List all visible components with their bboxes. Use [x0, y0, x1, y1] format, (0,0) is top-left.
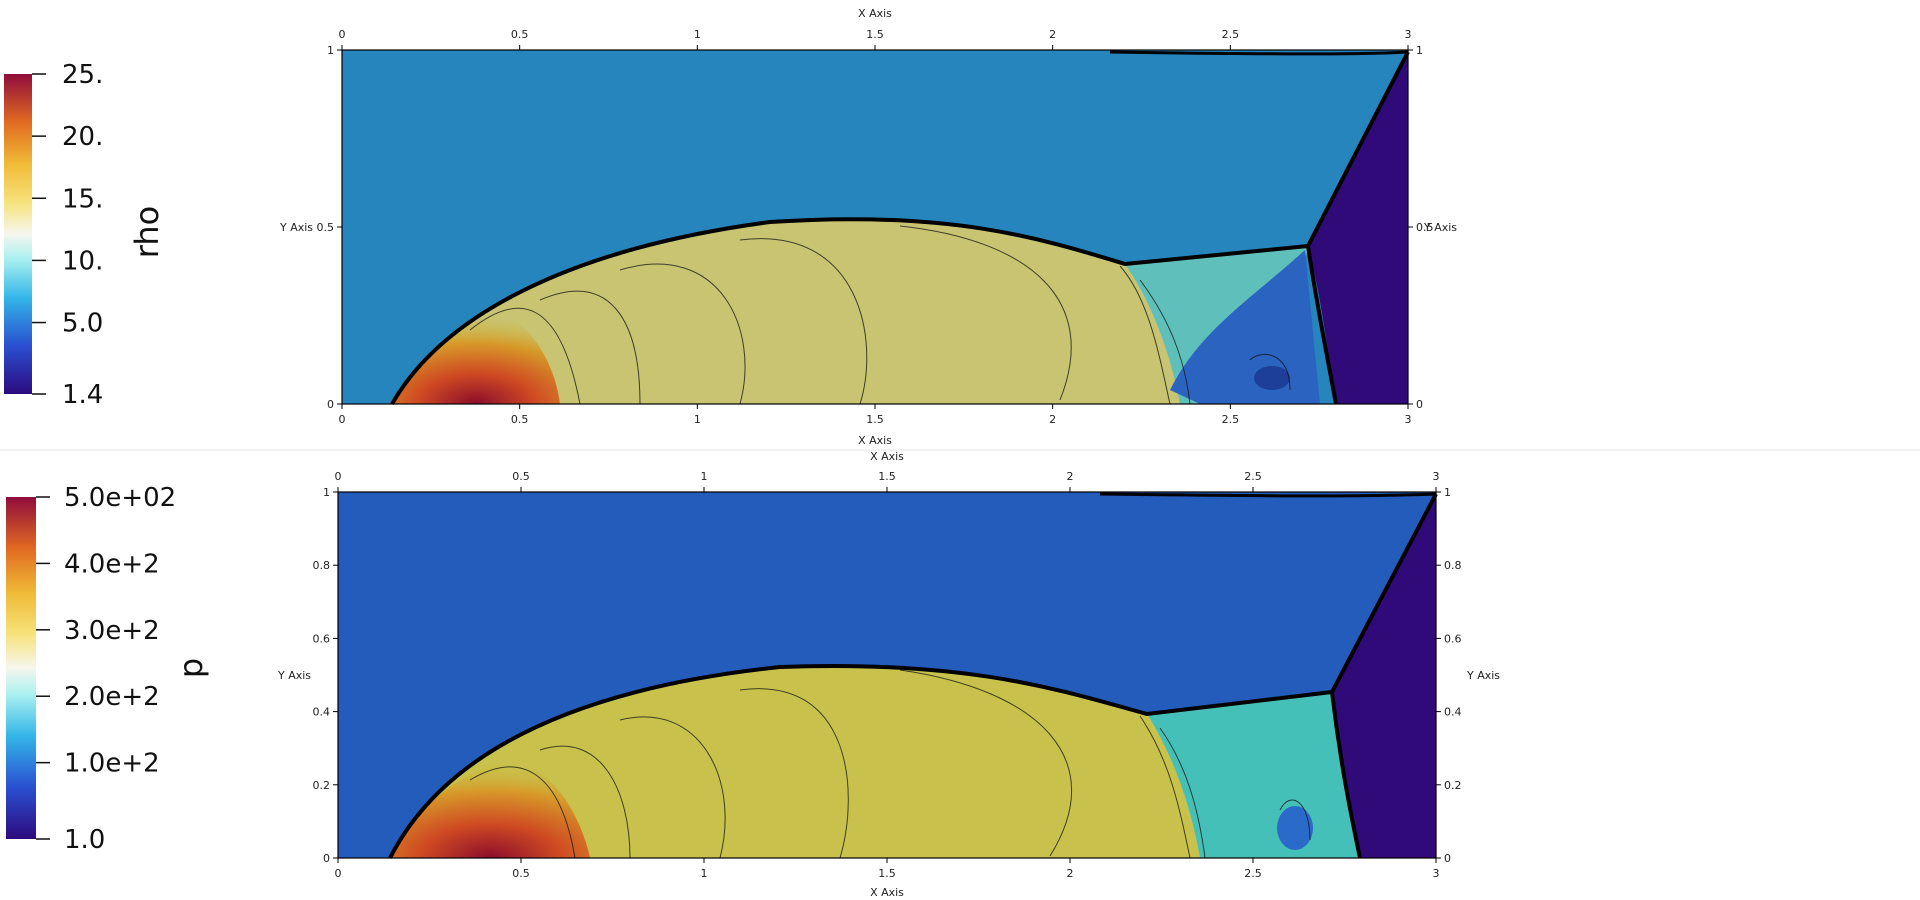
- p-x-tick-label: 2: [1067, 470, 1074, 483]
- rho-vortex-pocket: [1170, 250, 1320, 404]
- rho-shocked-layer: [392, 219, 1200, 404]
- rho-x-axis-label-top: X Axis: [858, 7, 892, 20]
- p-high-pressure-core: [390, 761, 590, 858]
- p-x-tick-label: 1: [701, 867, 708, 880]
- rho-colorbar-tick-label: 20.: [62, 122, 103, 152]
- rho-x-tick-label: 3: [1405, 28, 1412, 41]
- rho-y-tick-label: 0: [327, 398, 334, 411]
- rho-panel: 25. 20. 15. 10. 5.0 1.4 rho: [4, 7, 1457, 447]
- rho-low-density-spot: [1254, 366, 1290, 390]
- p-x-tick-label: 0.5: [512, 867, 530, 880]
- rho-x-tick-label: 2.5: [1222, 413, 1240, 426]
- p-x-axis-label-top: X Axis: [870, 450, 904, 463]
- p-y-tick-label: 0.2: [313, 779, 331, 792]
- p-x-tick-label: 1.5: [878, 470, 896, 483]
- rho-colorbar: 25. 20. 15. 10. 5.0 1.4 rho: [4, 60, 166, 410]
- rho-mach-stem: [1306, 245, 1338, 405]
- rho-x-tick-label: 0: [339, 28, 346, 41]
- rho-colorbar-tick-label: 5.0: [62, 309, 103, 339]
- p-axes: X Axis X Axis Y Axis Y Axis 000.50.5111.…: [277, 450, 1500, 899]
- rho-y-axis-label-right: Y Axis: [1423, 221, 1457, 234]
- p-colorbar-ticks: 5.0e+02 4.0e+2 3.0e+2 2.0e+2 1.0e+2 1.0: [36, 483, 176, 855]
- p-y-tick-label: 0.8: [313, 559, 331, 572]
- p-post-shock-region: [1332, 494, 1436, 858]
- p-colorbar-tick-label: 2.0e+2: [64, 682, 160, 712]
- p-y-tick-label-right: 0.8: [1444, 559, 1462, 572]
- p-mach-stem: [1330, 691, 1362, 859]
- rho-colorbar-title: rho: [128, 206, 166, 258]
- p-colorbar-tick-label: 3.0e+2: [64, 616, 160, 646]
- rho-colorbar-tick-label: 10.: [62, 246, 103, 276]
- rho-contours: [469, 225, 1291, 405]
- rho-x-tick-label: 1: [694, 28, 701, 41]
- p-y-tick-label-right: 0.4: [1444, 706, 1462, 719]
- p-x-tick-label: 1.5: [878, 867, 896, 880]
- p-colorbar-tick-label: 4.0e+2: [64, 549, 160, 579]
- rho-x-tick-label: 3: [1405, 413, 1412, 426]
- p-colorbar: 5.0e+02 4.0e+2 3.0e+2 2.0e+2 1.0e+2 1.0 p: [6, 483, 210, 855]
- rho-y-tick-label: 0.5: [317, 221, 335, 234]
- rho-top-wall-shock: [1109, 50, 1409, 56]
- rho-x-tick-label: 0: [339, 413, 346, 426]
- p-colorbar-bar: [6, 497, 36, 839]
- rho-y-axis-label-left: Y Axis: [279, 221, 313, 234]
- rho-x-tick-label: 2: [1049, 413, 1056, 426]
- rho-y-tick-label-right: 0.5: [1416, 221, 1434, 234]
- rho-plot-area: [341, 49, 1410, 405]
- p-x-tick-label: 0.5: [512, 470, 530, 483]
- rho-colorbar-tick-label: 15.: [62, 184, 103, 214]
- rho-colorbar-tick-label: 25.: [62, 60, 103, 90]
- p-x-axis-label-bottom: X Axis: [870, 886, 904, 899]
- rho-y-tick-label: 1: [327, 44, 334, 57]
- p-x-tick-label: 2: [1067, 867, 1074, 880]
- rho-x-tick-label: 1.5: [866, 28, 884, 41]
- rho-x-tick-label: 1.5: [866, 413, 884, 426]
- p-x-tick-label: 2.5: [1244, 867, 1262, 880]
- p-x-tick-label: 3: [1433, 470, 1440, 483]
- rho-post-shock-region: [1308, 50, 1408, 404]
- rho-colorbar-ticks: 25. 20. 15. 10. 5.0 1.4: [32, 60, 103, 410]
- rho-bow-shock: [390, 51, 1410, 405]
- p-y-tick-label: 1: [323, 486, 330, 499]
- rho-x-tick-label: 0.5: [511, 413, 529, 426]
- p-panel: 5.0e+02 4.0e+2 3.0e+2 2.0e+2 1.0e+2 1.0 p: [6, 450, 1500, 899]
- p-colorbar-tick-label: 5.0e+02: [64, 483, 176, 513]
- p-y-tick-label-right: 0.6: [1444, 632, 1462, 645]
- p-low-pressure-spot: [1277, 806, 1313, 850]
- p-y-axis-label-right: Y Axis: [1466, 669, 1500, 682]
- rho-axes: X Axis X Axis Y Axis Y Axis 000.50.5111.…: [279, 7, 1457, 447]
- p-x-tick-label: 3: [1433, 867, 1440, 880]
- rho-x-tick-label: 2.5: [1222, 28, 1240, 41]
- rho-x-tick-label: 0.5: [511, 28, 529, 41]
- p-plot-area: [337, 491, 1438, 859]
- p-x-tick-label: 2.5: [1244, 470, 1262, 483]
- p-y-tick-label: 0.4: [313, 706, 331, 719]
- p-colorbar-tick-label: 1.0: [64, 825, 105, 855]
- p-y-tick-label-right: 0: [1444, 852, 1451, 865]
- p-shocked-layer: [390, 665, 1220, 858]
- rho-high-density-core: [392, 316, 560, 404]
- rho-colorbar-tick-label: 1.4: [62, 380, 103, 410]
- p-y-tick-label: 0: [323, 852, 330, 865]
- rho-colorbar-bar: [4, 74, 32, 394]
- p-y-tick-label-right: 0.2: [1444, 779, 1462, 792]
- rho-x-tick-label: 1: [694, 413, 701, 426]
- rho-y-tick-label-right: 0: [1416, 398, 1423, 411]
- p-y-tick-label: 0.6: [313, 632, 331, 645]
- p-colorbar-tick-label: 1.0e+2: [64, 749, 160, 779]
- p-y-axis-label-left: Y Axis: [277, 669, 311, 682]
- rho-x-tick-label: 2: [1049, 28, 1056, 41]
- rho-y-tick-label-right: 1: [1416, 44, 1423, 57]
- rho-x-axis-label-bottom: X Axis: [858, 434, 892, 447]
- p-colorbar-title: p: [172, 658, 210, 678]
- p-y-tick-label-right: 1: [1444, 486, 1451, 499]
- p-x-tick-label: 0: [335, 470, 342, 483]
- p-top-wall-shock: [1099, 492, 1437, 498]
- p-x-tick-label: 0: [335, 867, 342, 880]
- p-contours: [469, 669, 1311, 859]
- p-x-tick-label: 1: [701, 470, 708, 483]
- p-bow-shock: [388, 493, 1438, 859]
